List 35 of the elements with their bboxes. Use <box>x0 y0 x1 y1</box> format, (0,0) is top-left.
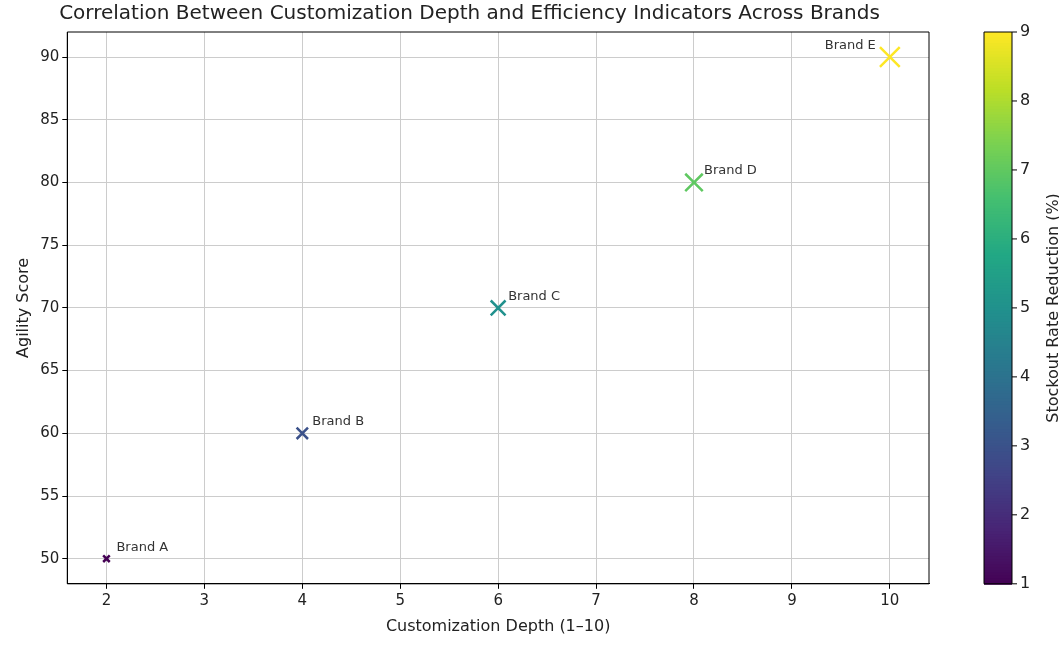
annotation: Brand B <box>312 413 365 429</box>
chart-title: Correlation Between Customization Depth and Efficiency Indicators Across Brands <box>59 0 880 25</box>
x-tick-label: 9 <box>787 590 797 609</box>
color-bar-label: 8 <box>1020 90 1031 110</box>
y-tick-label: 60 <box>40 423 60 442</box>
color-bar-label: 3 <box>1020 435 1031 455</box>
y-tick-label: 90 <box>40 46 60 65</box>
x-tick-label: 6 <box>493 590 503 609</box>
x-tick-label: 7 <box>591 590 601 609</box>
color-bar-label: 2 <box>1020 503 1031 523</box>
annotation: Brand D <box>703 162 757 178</box>
y-tick-label: 70 <box>40 297 60 316</box>
color-bar-label: 5 <box>1020 297 1031 317</box>
x-tick-label: 5 <box>395 590 405 609</box>
annotation: Brand E <box>824 36 876 52</box>
color-bar-label: 1 <box>1020 572 1031 592</box>
color-bar-label: 6 <box>1020 228 1031 248</box>
y-tick-label: 85 <box>40 109 60 128</box>
annotation: Brand C <box>508 287 561 303</box>
color-bar-label: 7 <box>1020 159 1031 179</box>
x-tick-label: 3 <box>199 590 210 609</box>
x-axis-title: Customization Depth (1–10) <box>385 615 611 635</box>
y-tick-label: 80 <box>40 172 60 191</box>
x-tick-label: 4 <box>297 590 308 609</box>
x-tick-label: 8 <box>689 590 699 609</box>
y-axis-title: Agility Score <box>12 257 32 358</box>
annotation: Brand A <box>116 538 169 554</box>
color-bar-label: 4 <box>1020 366 1031 386</box>
y-tick-label: 65 <box>40 360 60 379</box>
y-tick-label: 50 <box>40 548 60 567</box>
x-tick-label: 10 <box>880 590 900 609</box>
y-tick-label: 75 <box>40 235 60 254</box>
y-tick-label: 55 <box>40 485 60 504</box>
x-tick-label: 2 <box>101 590 112 609</box>
color-bar-label: 9 <box>1020 21 1031 41</box>
